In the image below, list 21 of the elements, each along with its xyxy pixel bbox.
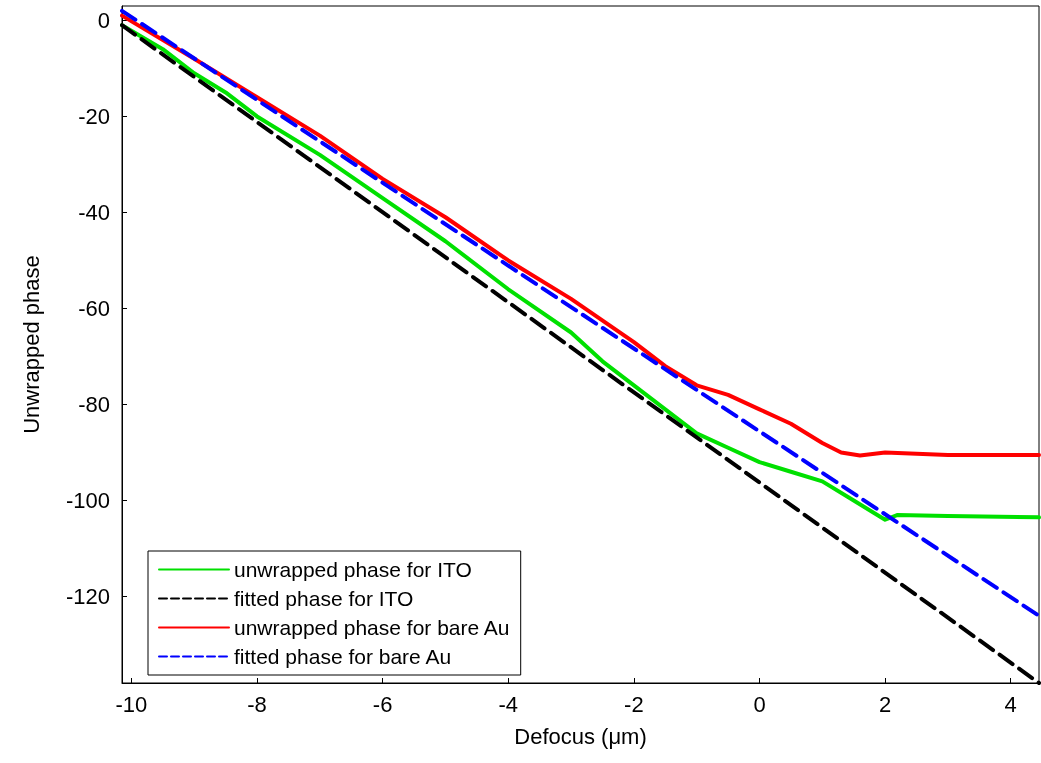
y-tick-label: -100 bbox=[65, 488, 110, 514]
legend-label: unwrapped phase for ITO bbox=[234, 558, 472, 581]
x-axis-title: Defocus (μm) bbox=[514, 723, 647, 749]
y-tick-label: -120 bbox=[65, 584, 110, 610]
y-tick-label: -60 bbox=[78, 295, 110, 321]
legend-label: fitted phase for ITO bbox=[234, 587, 414, 610]
x-tick-label: -8 bbox=[247, 691, 267, 717]
y-tick-label: 0 bbox=[97, 7, 110, 33]
x-tick-label: 4 bbox=[1004, 691, 1017, 717]
y-tick-label: -20 bbox=[78, 103, 110, 129]
x-tick-label: -4 bbox=[498, 691, 519, 717]
y-tick-label: -40 bbox=[78, 199, 110, 225]
legend-label: unwrapped phase for bare Au bbox=[234, 616, 510, 639]
y-tick-label: -80 bbox=[78, 392, 110, 418]
x-tick-label: -10 bbox=[115, 691, 148, 717]
x-tick-label: 2 bbox=[878, 691, 892, 717]
legend-label: fitted phase for bare Au bbox=[234, 645, 452, 668]
x-tick-label: -2 bbox=[624, 691, 644, 717]
y-axis-title: Unwrapped phase bbox=[18, 255, 44, 434]
x-tick-label: -6 bbox=[372, 691, 393, 717]
x-tick-label: 0 bbox=[753, 691, 766, 717]
